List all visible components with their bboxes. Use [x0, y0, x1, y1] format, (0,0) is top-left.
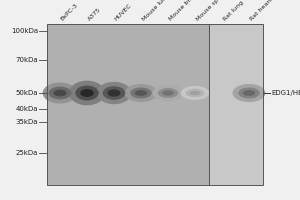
Text: 100kDa: 100kDa	[11, 28, 38, 34]
Ellipse shape	[103, 86, 125, 100]
Text: Mouse brain: Mouse brain	[168, 0, 199, 22]
Text: Rat heart: Rat heart	[249, 0, 273, 22]
Ellipse shape	[162, 90, 174, 96]
Ellipse shape	[152, 85, 184, 101]
Text: BxPC-3: BxPC-3	[60, 3, 79, 22]
Ellipse shape	[135, 90, 147, 96]
Ellipse shape	[107, 89, 121, 97]
Text: Mouse spleen: Mouse spleen	[195, 0, 229, 22]
Ellipse shape	[186, 89, 204, 97]
Text: 40kDa: 40kDa	[16, 106, 38, 112]
Ellipse shape	[232, 84, 266, 102]
Bar	[208, 24, 262, 185]
Text: Mouse lung: Mouse lung	[141, 0, 170, 22]
Bar	[46, 24, 208, 185]
Ellipse shape	[53, 90, 67, 96]
Ellipse shape	[75, 86, 99, 100]
Ellipse shape	[49, 87, 71, 99]
Ellipse shape	[238, 87, 260, 99]
Ellipse shape	[69, 81, 105, 105]
Ellipse shape	[80, 89, 94, 97]
Ellipse shape	[97, 82, 131, 104]
Text: 70kDa: 70kDa	[16, 57, 38, 63]
Bar	[208, 24, 262, 185]
Text: Rat lung: Rat lung	[222, 0, 244, 22]
Ellipse shape	[190, 91, 200, 95]
Ellipse shape	[130, 87, 152, 99]
Ellipse shape	[158, 88, 178, 98]
Text: 25kDa: 25kDa	[16, 150, 38, 156]
Text: 35kDa: 35kDa	[16, 119, 38, 125]
Text: 50kDa: 50kDa	[16, 90, 38, 96]
Ellipse shape	[181, 86, 209, 100]
Text: EDG1/HEXIM1: EDG1/HEXIM1	[271, 90, 300, 96]
Bar	[46, 24, 208, 185]
Ellipse shape	[243, 90, 255, 96]
Text: A375: A375	[87, 7, 102, 22]
Ellipse shape	[124, 84, 158, 102]
Ellipse shape	[43, 82, 77, 104]
Text: HUVEC: HUVEC	[114, 3, 133, 22]
